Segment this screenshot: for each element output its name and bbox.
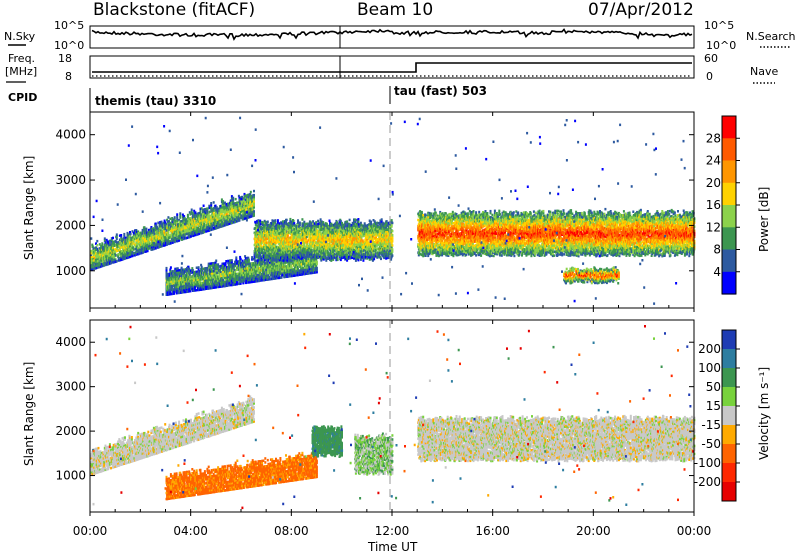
range-cell <box>189 213 191 216</box>
freq-panel: 18 8 Freq. [MHz] 60 0 Nave <box>5 52 778 83</box>
range-cell <box>194 211 196 214</box>
range-cell <box>104 237 106 240</box>
range-cell <box>110 262 112 265</box>
nsky-label: N.Sky <box>4 30 36 43</box>
beam-label: Beam 10 <box>357 0 433 20</box>
freq-trace <box>92 63 692 72</box>
range-cell <box>133 248 135 251</box>
range-cell <box>196 267 198 270</box>
cpid-mode-1: themis (tau) 3310 <box>95 94 216 108</box>
radar-summary-plot: Blackstone (fitACF) Beam 10 07/Apr/2012 … <box>0 0 800 554</box>
range-cell <box>178 271 180 274</box>
range-cell <box>176 292 178 295</box>
range-cell <box>155 247 157 250</box>
range-cell <box>174 216 176 219</box>
range-cell <box>190 235 192 238</box>
range-cell <box>123 233 125 236</box>
range-cell <box>145 228 147 231</box>
cpid-row: CPID themis (tau) 3310 tau (fast) 503 <box>6 82 487 112</box>
range-cell <box>243 197 245 200</box>
nave-tick-bottom: 0 <box>706 70 713 83</box>
range-cell <box>235 198 237 201</box>
range-cell <box>96 244 98 247</box>
nsearch-label: N.Search <box>746 30 796 43</box>
range-cell <box>116 233 118 236</box>
nsky-tick-bottom: 10^0 <box>54 39 84 52</box>
range-cell <box>213 201 215 204</box>
range-cell <box>179 212 181 215</box>
range-cell <box>209 211 211 214</box>
range-cell <box>187 214 189 217</box>
nsky-panel: 10^5 10^0 N.Sky 10^5 10^0 N.Search <box>4 19 796 52</box>
range-cell <box>120 234 122 237</box>
nave-label: Nave <box>750 65 778 78</box>
freq-tick-top: 18 <box>58 52 72 65</box>
station-title: Blackstone (fitACF) <box>93 0 255 20</box>
nsky-trace <box>92 30 692 40</box>
range-cell <box>166 267 168 270</box>
range-cell <box>101 242 103 245</box>
date-label: 07/Apr/2012 <box>588 0 694 20</box>
range-cell <box>250 191 252 194</box>
figure-canvas: Blackstone (fitACF) Beam 10 07/Apr/2012 … <box>0 0 800 554</box>
freq-tick-bottom: 8 <box>65 70 72 83</box>
range-cell <box>195 221 197 224</box>
nsky-tick-top: 10^5 <box>54 19 84 32</box>
range-cell <box>170 266 172 269</box>
range-cell <box>167 216 169 219</box>
range-cell <box>116 260 118 263</box>
range-cell <box>112 237 114 240</box>
range-cell <box>172 270 174 273</box>
range-cell <box>169 218 171 221</box>
nave-tick-top: 60 <box>704 52 718 65</box>
range-cell <box>96 240 98 243</box>
cpid-mode-2: tau (fast) 503 <box>394 84 487 98</box>
range-cell <box>232 197 234 200</box>
range-cell <box>191 209 193 212</box>
freq-label: Freq. <box>8 52 35 65</box>
freq-frame <box>90 56 694 78</box>
range-cell <box>210 202 212 205</box>
range-cell <box>176 213 178 216</box>
range-cell <box>253 190 255 193</box>
range-cell <box>253 194 255 197</box>
nsearch-tick-top: 10^5 <box>704 19 734 32</box>
range-cell <box>133 240 135 243</box>
range-cell <box>132 255 134 258</box>
range-cell <box>203 205 205 208</box>
range-cell <box>253 210 255 213</box>
cpid-label: CPID <box>8 91 37 104</box>
range-cell <box>222 215 224 218</box>
freq-unit: [MHz] <box>5 65 37 78</box>
nsearch-tick-bottom: 10^0 <box>706 39 736 52</box>
range-cell <box>161 222 163 225</box>
range-cell <box>130 233 132 236</box>
nsky-frame <box>90 26 694 48</box>
range-cell <box>222 202 224 205</box>
